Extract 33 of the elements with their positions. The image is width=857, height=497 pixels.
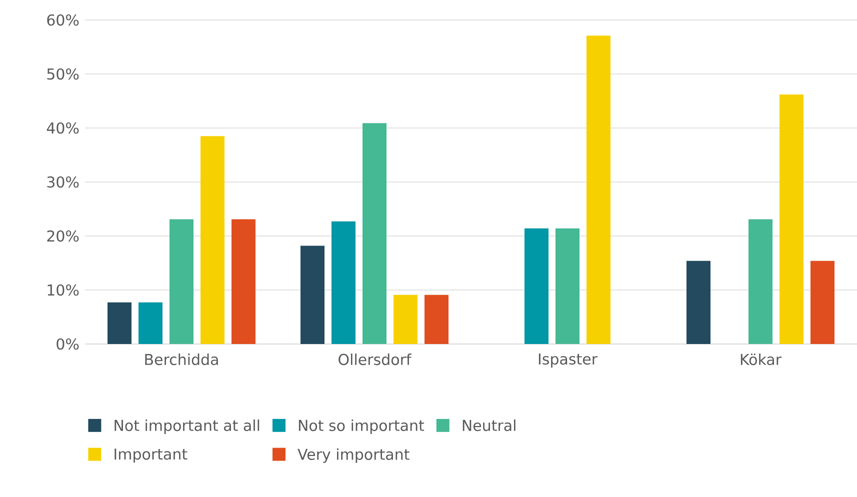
bar — [779, 94, 804, 344]
bar — [686, 260, 710, 344]
bar — [108, 302, 132, 344]
y-tick-label: 30% — [47, 176, 79, 188]
y-tick-label: 20% — [47, 230, 79, 242]
bar — [748, 219, 772, 344]
legend-label: Very important — [298, 448, 410, 463]
x-tick-label: Berchidda — [145, 354, 218, 366]
y-tick-label: 10% — [48, 284, 79, 296]
bar — [810, 260, 834, 344]
y-tick-label: 0% — [56, 338, 79, 350]
bar — [586, 36, 610, 344]
y-tick-label: 40% — [46, 122, 79, 134]
y-tick-label: 60% — [47, 14, 79, 26]
bar — [300, 246, 325, 344]
bar — [424, 294, 448, 344]
y-tick-label: 50% — [47, 68, 79, 80]
bar — [138, 302, 163, 344]
x-tick-label: Ollersdorf — [338, 354, 412, 366]
bar — [200, 136, 225, 344]
x-tick-label: Kökar — [740, 354, 782, 366]
bar — [362, 123, 387, 344]
bar — [332, 221, 356, 344]
bar — [394, 294, 418, 344]
legend-label: Neutral — [462, 419, 516, 432]
bar — [524, 228, 548, 344]
bar — [556, 228, 580, 344]
legend-label: Not so important — [298, 419, 424, 434]
x-tick-label: Ispaster — [538, 354, 598, 368]
bar — [232, 219, 256, 344]
bar — [170, 219, 194, 344]
legend-label: Important — [114, 448, 188, 463]
legend-label: Not important at all — [114, 419, 260, 434]
